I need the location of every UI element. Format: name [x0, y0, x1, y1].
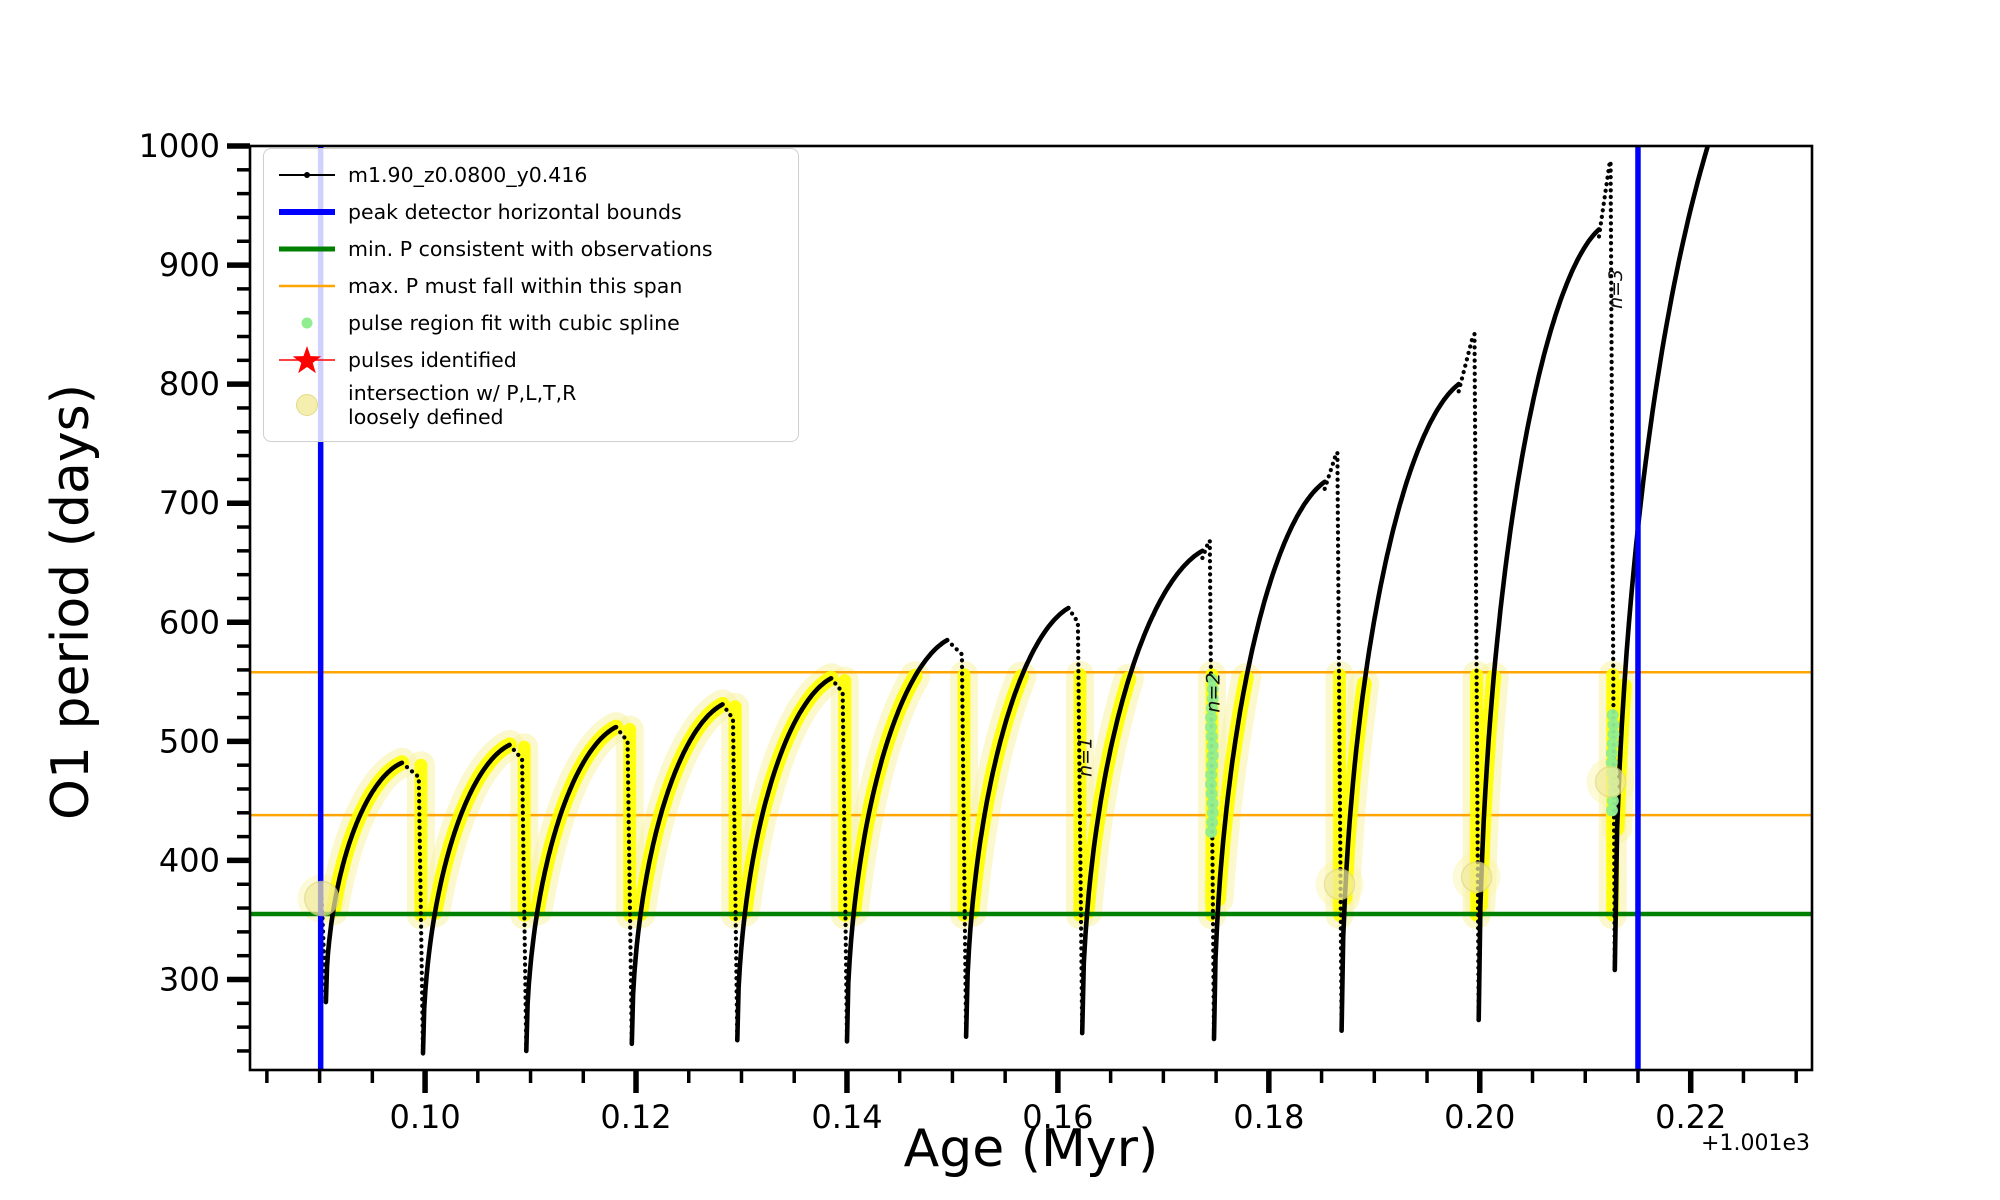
annotation-n=3: n=3: [1605, 269, 1627, 309]
svg-text:700: 700: [159, 484, 220, 522]
svg-text:900: 900: [159, 246, 220, 284]
spline-dot-icon: [301, 317, 313, 329]
legend-item: max. P must fall within this span: [276, 270, 784, 302]
x-axis-label: Age (Myr): [904, 1119, 1159, 1179]
legend-item: m1.90_z0.0800_y0.416: [276, 159, 784, 191]
legend-label: min. P consistent with observations: [348, 236, 713, 261]
svg-text:1000: 1000: [139, 127, 220, 165]
svg-text:400: 400: [159, 841, 220, 879]
chart-root: n=1 n=2 n=3 0.10 0.12 0.14 0.16 0.18 0.20 0.22 300…: [139, 127, 1814, 1136]
pulse-star-icon: [279, 346, 335, 374]
svg-text:0.14: 0.14: [811, 1098, 882, 1136]
svg-text:0.16: 0.16: [1022, 1098, 1093, 1136]
legend-label: max. P must fall within this span: [348, 273, 683, 298]
y-tick-labels: 300 400 500 600 700 800 900 1000: [139, 127, 220, 999]
x-axis-ticks: [265, 1070, 1798, 1093]
legend-label: intersection w/ P,L,T,R loosely defined: [348, 381, 577, 430]
bound-line-icon: [279, 209, 335, 215]
legend-item: min. P consistent with observations: [276, 233, 784, 265]
svg-text:0.20: 0.20: [1444, 1098, 1515, 1136]
intersection-circle-icon: [296, 394, 318, 417]
legend-item: peak detector horizontal bounds: [276, 196, 784, 228]
x-tick-labels: 0.10 0.12 0.14 0.16 0.18 0.20 0.22: [389, 1098, 1726, 1136]
svg-text:500: 500: [159, 722, 220, 760]
svg-text:0.18: 0.18: [1233, 1098, 1304, 1136]
x-axis-offset-label: +1.001e3: [1701, 1131, 1810, 1156]
annotation-n=1: n=1: [1075, 737, 1097, 777]
legend-label: m1.90_z0.0800_y0.416: [348, 162, 588, 187]
svg-text:800: 800: [159, 365, 220, 403]
legend-item: intersection w/ P,L,T,R loosely defined: [276, 381, 784, 429]
loose-intersection-markers: [303, 766, 1627, 917]
svg-text:0.22: 0.22: [1655, 1098, 1726, 1136]
legend-label: pulse region fit with cubic spline: [348, 310, 680, 335]
svg-text:0.12: 0.12: [600, 1098, 671, 1136]
svg-text:0.10: 0.10: [389, 1098, 460, 1136]
svg-text:600: 600: [159, 603, 220, 641]
series-line-icon: [279, 172, 335, 178]
legend-item: pulse region fit with cubic spline: [276, 307, 784, 339]
bound-line-icon: [279, 246, 335, 252]
bound-line-icon: [279, 284, 335, 288]
svg-text:300: 300: [159, 961, 220, 999]
pulse-number-annotations: n=1 n=2 n=3: [1075, 269, 1628, 777]
y-axis-ticks: [227, 143, 250, 1053]
max-period-span-lines: [250, 671, 1812, 817]
y-axis-label: O1 period (days): [41, 384, 101, 820]
axes: 0.10 0.12 0.14 0.16 0.18 0.20 0.22 300 400 500 600…: [139, 127, 1814, 1136]
legend-item: pulses identified: [276, 344, 784, 376]
spline-fit-dots: [1204, 673, 1620, 838]
legend-label: peak detector horizontal bounds: [348, 199, 682, 224]
legend-label: pulses identified: [348, 347, 517, 372]
series-curve: [319, 146, 1711, 1056]
annotation-n=2: n=2: [1202, 673, 1224, 713]
